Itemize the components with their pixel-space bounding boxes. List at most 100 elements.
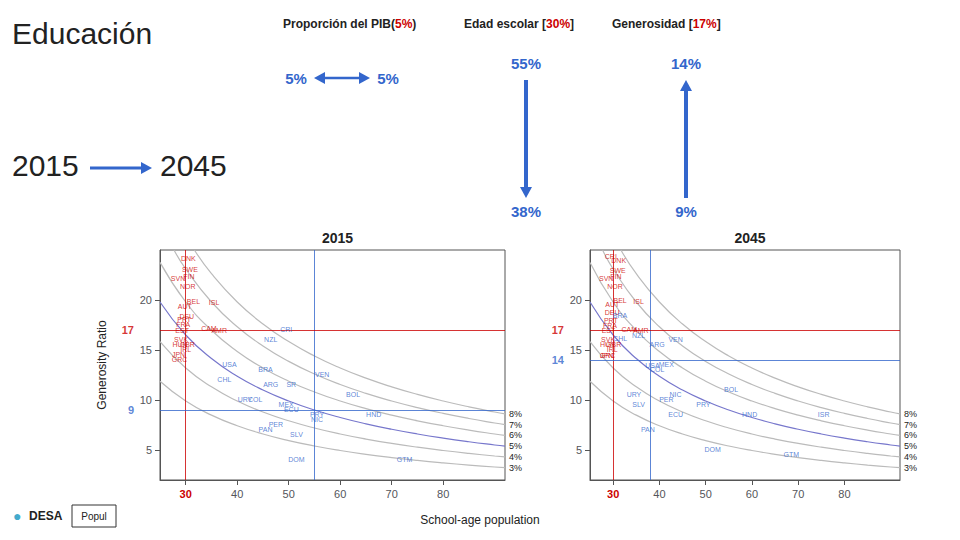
svg-text:70: 70 bbox=[386, 488, 398, 500]
svg-text:8%: 8% bbox=[509, 409, 522, 419]
svg-text:ECU: ECU bbox=[284, 406, 299, 413]
svg-text:Edad escolar [: Edad escolar [ bbox=[464, 17, 546, 31]
svg-text:GRC: GRC bbox=[600, 352, 616, 359]
svg-text:NOR: NOR bbox=[607, 283, 623, 290]
svg-text:40: 40 bbox=[231, 488, 243, 500]
svg-text:EST: EST bbox=[602, 327, 616, 334]
svg-text:SLV: SLV bbox=[290, 431, 303, 438]
svg-text:9%: 9% bbox=[675, 203, 697, 220]
svg-text:80: 80 bbox=[437, 488, 449, 500]
svg-text:Educación: Educación bbox=[12, 17, 152, 50]
svg-text:USA: USA bbox=[222, 361, 237, 368]
svg-text:ISL: ISL bbox=[633, 298, 644, 305]
svg-text:GTM: GTM bbox=[397, 456, 413, 463]
svg-text:Generosidad [: Generosidad [ bbox=[612, 17, 693, 31]
svg-text:Generosity Ratio: Generosity Ratio bbox=[95, 320, 109, 410]
svg-text:DOM: DOM bbox=[288, 456, 305, 463]
svg-text:6%: 6% bbox=[509, 430, 522, 440]
svg-text:17: 17 bbox=[552, 324, 564, 336]
svg-text:2015: 2015 bbox=[322, 230, 353, 246]
svg-text:38%: 38% bbox=[511, 203, 541, 220]
svg-text:15: 15 bbox=[570, 344, 582, 356]
svg-text:SWE: SWE bbox=[182, 266, 198, 273]
svg-text:School-age population: School-age population bbox=[420, 513, 539, 527]
svg-text:5%: 5% bbox=[509, 441, 522, 451]
svg-text:DESA: DESA bbox=[29, 509, 63, 523]
svg-text:30%: 30% bbox=[546, 17, 570, 31]
svg-text:60: 60 bbox=[334, 488, 346, 500]
svg-text:10: 10 bbox=[140, 394, 152, 406]
svg-text:GBR: GBR bbox=[180, 341, 195, 348]
svg-text:●: ● bbox=[13, 508, 21, 524]
svg-text:3%: 3% bbox=[509, 463, 522, 473]
svg-text:5: 5 bbox=[576, 444, 582, 456]
svg-text:10: 10 bbox=[570, 394, 582, 406]
svg-text:ISR: ISR bbox=[818, 411, 830, 418]
svg-text:JPN: JPN bbox=[600, 352, 613, 359]
svg-text:3%: 3% bbox=[904, 463, 917, 473]
svg-text:SLV: SLV bbox=[632, 401, 645, 408]
svg-text:SR: SR bbox=[286, 381, 296, 388]
svg-text:20: 20 bbox=[570, 294, 582, 306]
svg-text:50: 50 bbox=[283, 488, 295, 500]
svg-text:BOL: BOL bbox=[724, 386, 738, 393]
svg-text:DNK: DNK bbox=[181, 255, 196, 262]
svg-text:PER: PER bbox=[659, 396, 673, 403]
svg-text:ISL: ISL bbox=[209, 299, 220, 306]
svg-text:5: 5 bbox=[146, 444, 152, 456]
svg-text:17%: 17% bbox=[693, 17, 717, 31]
svg-text:2045: 2045 bbox=[160, 149, 227, 182]
svg-text:]: ] bbox=[717, 17, 721, 31]
svg-text:ARG: ARG bbox=[650, 341, 665, 348]
svg-text:NOR: NOR bbox=[180, 283, 196, 290]
svg-text:DNK: DNK bbox=[611, 257, 626, 264]
svg-text:BEL: BEL bbox=[613, 297, 626, 304]
svg-text:5%: 5% bbox=[904, 441, 917, 451]
svg-text:2045: 2045 bbox=[734, 230, 765, 246]
svg-text:USA: USA bbox=[645, 362, 660, 369]
svg-text:AMR: AMR bbox=[211, 327, 227, 334]
svg-text:Proporción del PIB(: Proporción del PIB( bbox=[283, 17, 395, 31]
svg-text:80: 80 bbox=[838, 488, 850, 500]
svg-text:DOM: DOM bbox=[704, 446, 721, 453]
svg-text:5%: 5% bbox=[285, 70, 307, 87]
svg-text:PAN: PAN bbox=[641, 426, 655, 433]
svg-text:BRA: BRA bbox=[258, 366, 273, 373]
svg-text:4%: 4% bbox=[904, 452, 917, 462]
svg-text:FIN: FIN bbox=[610, 273, 621, 280]
svg-text:GTM: GTM bbox=[783, 451, 799, 458]
svg-text:NZL: NZL bbox=[264, 336, 277, 343]
svg-text:5%: 5% bbox=[377, 70, 399, 87]
svg-text:FIN: FIN bbox=[183, 273, 194, 280]
svg-text:4%: 4% bbox=[509, 452, 522, 462]
svg-text:PRY: PRY bbox=[696, 401, 711, 408]
svg-text:55%: 55% bbox=[511, 55, 541, 72]
svg-text:14: 14 bbox=[552, 354, 565, 366]
svg-text:BEL: BEL bbox=[187, 298, 200, 305]
svg-text:30: 30 bbox=[180, 488, 192, 500]
svg-text:60: 60 bbox=[746, 488, 758, 500]
svg-text:17: 17 bbox=[122, 324, 134, 336]
svg-text:AMR: AMR bbox=[633, 327, 649, 334]
svg-text:9: 9 bbox=[128, 404, 134, 416]
svg-text:7%: 7% bbox=[509, 420, 522, 430]
svg-text:EST: EST bbox=[175, 327, 189, 334]
svg-text:PAN: PAN bbox=[259, 426, 273, 433]
svg-text:HND: HND bbox=[742, 411, 757, 418]
svg-text:14%: 14% bbox=[671, 55, 701, 72]
svg-text:Popul: Popul bbox=[81, 511, 107, 522]
svg-text:15: 15 bbox=[140, 344, 152, 356]
svg-text:30: 30 bbox=[607, 488, 619, 500]
svg-text:]: ] bbox=[570, 17, 574, 31]
svg-text:ARG: ARG bbox=[263, 381, 278, 388]
svg-text:CHL: CHL bbox=[217, 376, 231, 383]
svg-text:GBR: GBR bbox=[606, 341, 621, 348]
svg-text:NIC: NIC bbox=[311, 416, 323, 423]
svg-text:7%: 7% bbox=[904, 420, 917, 430]
svg-text:8%: 8% bbox=[904, 409, 917, 419]
svg-text:HND: HND bbox=[366, 411, 381, 418]
svg-text:COL: COL bbox=[248, 396, 263, 403]
svg-text:70: 70 bbox=[792, 488, 804, 500]
svg-text:50: 50 bbox=[700, 488, 712, 500]
svg-text:VEN: VEN bbox=[668, 336, 682, 343]
